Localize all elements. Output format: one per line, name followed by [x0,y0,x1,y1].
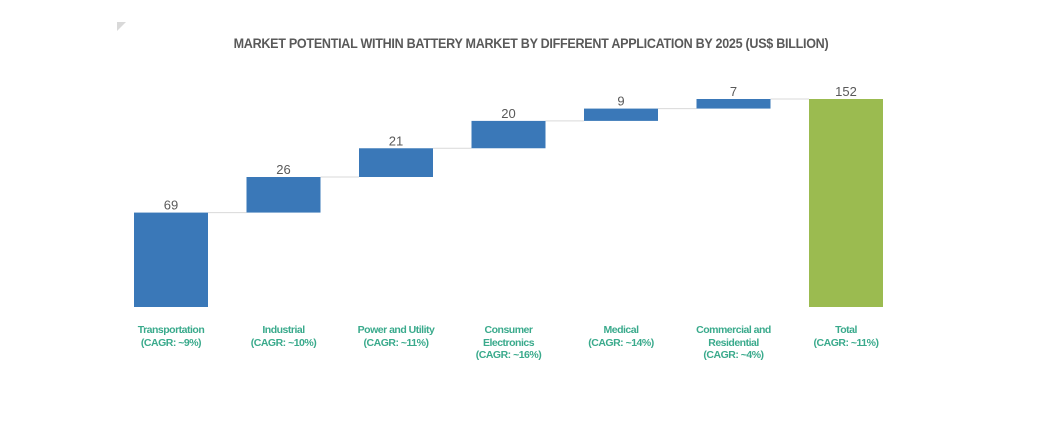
category-label: Commercial and Residential (CAGR: ~4%) [669,324,799,362]
category-cagr: (CAGR: ~9%) [140,336,202,349]
category-name: Electronics [482,336,535,349]
bar-commercial-and-residential [696,99,771,109]
chart-title: MARKET POTENTIAL WITHIN BATTERY MARKET B… [233,36,829,51]
category-name: Medical [603,324,639,336]
category-label: Transportation (CAGR: ~9%) [106,324,236,349]
category-label: Consumer Electronics (CAGR: ~16%) [444,324,574,362]
category-name: Industrial [262,324,305,336]
category-name: Consumer [484,324,533,336]
category-name: Residential [708,336,759,349]
value-label: 20 [501,106,515,121]
value-label: 69 [164,198,178,213]
category-name: Power and Utility [357,324,435,336]
bar-medical [584,108,658,121]
category-name: Total [835,324,857,336]
value-label: 26 [276,162,290,177]
category-cagr: (CAGR: ~10%) [250,336,317,349]
bar-transportation [134,212,208,307]
category-label: Industrial (CAGR: ~10%) [219,324,349,349]
category-cagr: (CAGR: ~11%) [813,336,879,349]
value-label: 21 [389,133,403,148]
bar-industrial [246,177,321,213]
bar-consumer-electronics [471,120,546,149]
corner-mark [117,22,126,31]
category-label: Medical (CAGR: ~14%) [556,324,686,349]
value-label: 152 [835,84,857,99]
category-cagr: (CAGR: ~11%) [363,336,429,349]
value-label: 7 [730,84,737,99]
category-label: Total (CAGR: ~11%) [781,324,911,349]
bar-power-and-utility [359,148,433,177]
category-cagr: (CAGR: ~16%) [475,349,542,361]
category-name: Transportation [137,324,205,336]
category-cagr: (CAGR: ~14%) [588,336,654,349]
bar-total [809,99,883,307]
category-label: Power and Utility (CAGR: ~11%) [331,324,461,349]
category-cagr: (CAGR: ~4%) [703,349,764,361]
value-label: 9 [617,94,624,109]
category-name: Commercial and [696,324,771,336]
